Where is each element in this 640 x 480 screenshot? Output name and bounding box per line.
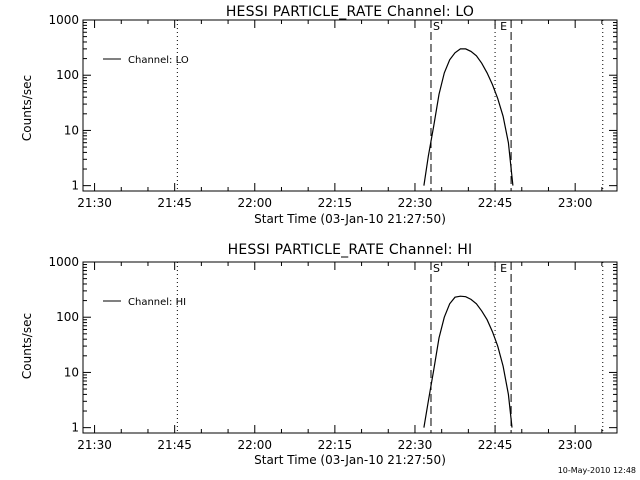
x-tick-label: 21:45 [157, 196, 192, 210]
legend-label-hi: Channel: HI [128, 297, 186, 308]
x-axis-label-lo: Start Time (03-Jan-10 21:27:50) [254, 212, 446, 226]
x-tick-label: 21:45 [157, 438, 192, 452]
y-tick-label: 10 [64, 123, 79, 137]
chart-title-lo: HESSI PARTICLE_RATE Channel: LO [225, 4, 475, 20]
footer-timestamp: 10-May-2010 12:48 [557, 466, 636, 475]
x-tick-label: 22:15 [318, 196, 353, 210]
legend-label-lo: Channel: LO [128, 55, 189, 66]
marker-label-e: E [500, 262, 507, 275]
series-line-hi [423, 295, 513, 428]
y-tick-label: 1 [71, 179, 79, 193]
y-tick-label: 100 [56, 310, 79, 324]
x-tick-label: 22:30 [398, 438, 433, 452]
x-tick-label: 22:00 [237, 438, 272, 452]
plot-frame-hi [82, 261, 618, 434]
marker-label-s: S [433, 262, 440, 275]
x-tick-label: 22:45 [478, 196, 513, 210]
x-axis-label-hi: Start Time (03-Jan-10 21:27:50) [254, 453, 446, 467]
marker-label-s: S [433, 20, 440, 33]
y-tick-label: 1000 [48, 255, 79, 269]
x-tick-label: 21:30 [77, 196, 112, 210]
x-tick-label: 22:30 [398, 196, 433, 210]
y-tick-label: 100 [56, 68, 79, 82]
y-tick-label: 1000 [48, 13, 79, 27]
y-tick-label: 1 [71, 421, 79, 435]
x-tick-label: 21:30 [77, 438, 112, 452]
chart-title-hi: HESSI PARTICLE_RATE Channel: HI [227, 242, 473, 258]
plot-frame-lo [82, 19, 618, 192]
x-tick-label: 23:00 [558, 196, 593, 210]
x-tick-label: 22:45 [478, 438, 513, 452]
series-line-lo [423, 48, 514, 186]
x-tick-label: 23:00 [558, 438, 593, 452]
marker-label-e: E [500, 20, 507, 33]
y-tick-label: 10 [64, 365, 79, 379]
x-tick-label: 22:00 [237, 196, 272, 210]
x-tick-label: 22:15 [318, 438, 353, 452]
